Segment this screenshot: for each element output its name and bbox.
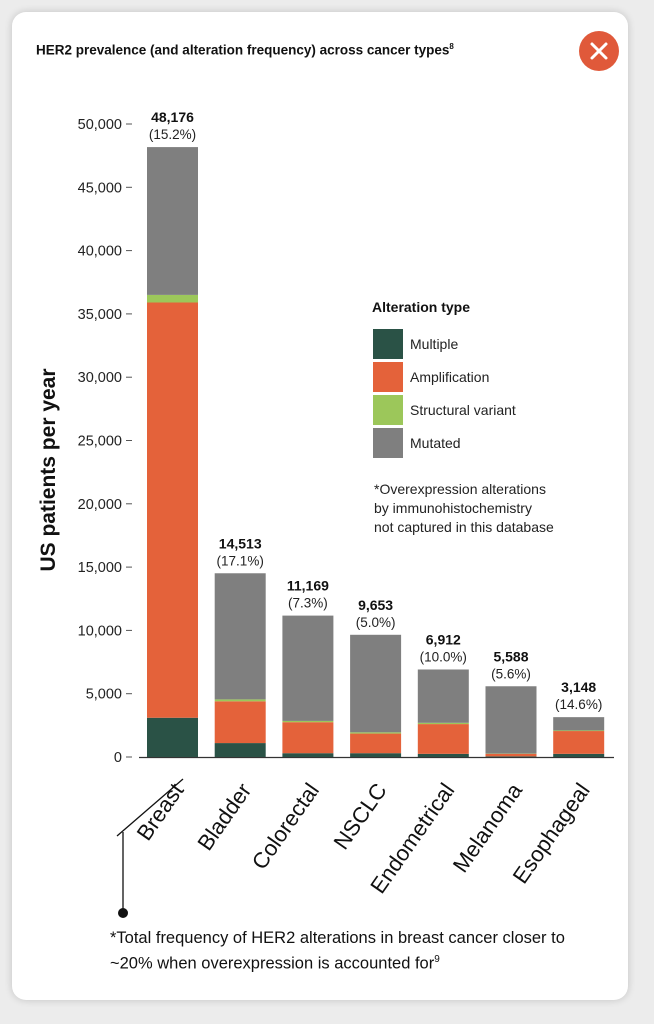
y-tick-label: 0 xyxy=(114,750,122,766)
bar-total-label: 5,588 xyxy=(493,648,528,664)
y-tick-label: 40,000 xyxy=(78,244,122,260)
y-tick-label: 5,000 xyxy=(86,687,122,703)
legend-swatch xyxy=(373,395,403,425)
bar-segment-structural-variant xyxy=(147,294,198,303)
legend-note-line: *Overexpression alterations xyxy=(374,481,546,497)
y-tick-label: 15,000 xyxy=(78,560,122,576)
bar-segment-amplification xyxy=(417,724,469,754)
bar-percent-label: (5.0%) xyxy=(356,615,396,630)
bar-total-label: 9,653 xyxy=(358,597,393,613)
bar-total-label: 14,513 xyxy=(219,535,262,551)
legend-swatch xyxy=(373,329,403,359)
bar-total-label: 48,176 xyxy=(151,109,194,125)
bar-segment-amplification xyxy=(147,302,198,718)
y-tick-label: 45,000 xyxy=(78,180,122,196)
legend-swatch xyxy=(373,428,403,458)
bar-segment-structural-variant xyxy=(350,732,402,734)
y-axis-title: US patients per year xyxy=(37,368,60,571)
y-tick-label: 35,000 xyxy=(78,307,122,323)
x-tick-label: Bladder xyxy=(192,779,256,855)
bar-segment-multiple xyxy=(214,743,266,757)
bar-segment-mutated xyxy=(350,634,402,733)
bar-segment-structural-variant xyxy=(214,699,266,702)
bar-segment-structural-variant xyxy=(553,730,605,732)
y-tick-label: 25,000 xyxy=(78,434,122,450)
bar-segment-mutated xyxy=(485,686,537,754)
bar-segment-mutated xyxy=(214,573,266,700)
bar-percent-label: (10.0%) xyxy=(420,649,467,664)
bar-segment-mutated xyxy=(147,147,198,295)
footnote-reference: 9 xyxy=(434,954,440,965)
bar-total-label: 3,148 xyxy=(561,679,596,695)
bar-segment-multiple xyxy=(350,753,402,757)
bar-percent-label: (15.2%) xyxy=(149,127,196,142)
breast-label-underline xyxy=(116,778,184,837)
bar-segment-multiple xyxy=(417,753,469,757)
bar-segment-amplification xyxy=(553,731,605,754)
bar-segment-amplification xyxy=(214,701,266,744)
footnote-marker xyxy=(118,908,128,918)
legend-title: Alteration type xyxy=(372,299,470,315)
footnote-text: *Total frequency of HER2 alterations in … xyxy=(110,929,565,973)
bar-segment-amplification xyxy=(282,722,334,754)
bar-segment-mutated xyxy=(553,717,605,731)
bar-segment-amplification xyxy=(350,733,402,754)
y-tick-label: 10,000 xyxy=(78,623,122,639)
bar-segment-mutated xyxy=(417,669,469,723)
y-tick-label: 30,000 xyxy=(78,370,122,386)
footnote: *Total frequency of HER2 alterations in … xyxy=(110,927,610,975)
chart-card xyxy=(12,12,628,1000)
title-reference: 8 xyxy=(449,42,454,51)
bar-segment-amplification xyxy=(485,753,537,757)
legend-note-line: not captured in this database xyxy=(374,519,554,535)
bar-segment-structural-variant xyxy=(417,722,469,725)
legend-label: Structural variant xyxy=(410,402,516,418)
bar-total-label: 6,912 xyxy=(426,631,461,647)
bar-total-label: 11,169 xyxy=(287,578,329,594)
x-tick-label: Breast xyxy=(132,779,189,845)
bar-segment-multiple xyxy=(147,717,198,757)
close-button[interactable] xyxy=(579,31,619,71)
bar-segment-multiple xyxy=(282,753,334,757)
bar-percent-label: (7.3%) xyxy=(288,596,328,611)
bar-percent-label: (14.6%) xyxy=(555,697,602,712)
x-tick-label: NSCLC xyxy=(328,778,391,854)
bar-segment-structural-variant xyxy=(282,720,334,723)
bar-segment-multiple xyxy=(553,753,605,757)
legend-note-line: by immunohistochemistry xyxy=(374,500,532,516)
chart-title-text: HER2 prevalence (and alteration frequenc… xyxy=(36,42,450,58)
legend-label: Multiple xyxy=(410,336,458,352)
legend-swatch xyxy=(373,362,403,392)
y-tick-label: 50,000 xyxy=(78,117,122,133)
bar-segment-multiple xyxy=(485,756,537,757)
chart-title: HER2 prevalence (and alteration frequenc… xyxy=(36,42,454,58)
x-tick-label: Colorectal xyxy=(247,779,324,874)
legend-label: Mutated xyxy=(410,435,461,451)
legend-label: Amplification xyxy=(410,369,489,385)
bar-segment-mutated xyxy=(282,615,334,721)
bar-percent-label: (5.6%) xyxy=(491,666,531,681)
bar-percent-label: (17.1%) xyxy=(217,553,264,568)
y-tick-label: 20,000 xyxy=(78,497,122,513)
close-icon xyxy=(590,42,608,60)
